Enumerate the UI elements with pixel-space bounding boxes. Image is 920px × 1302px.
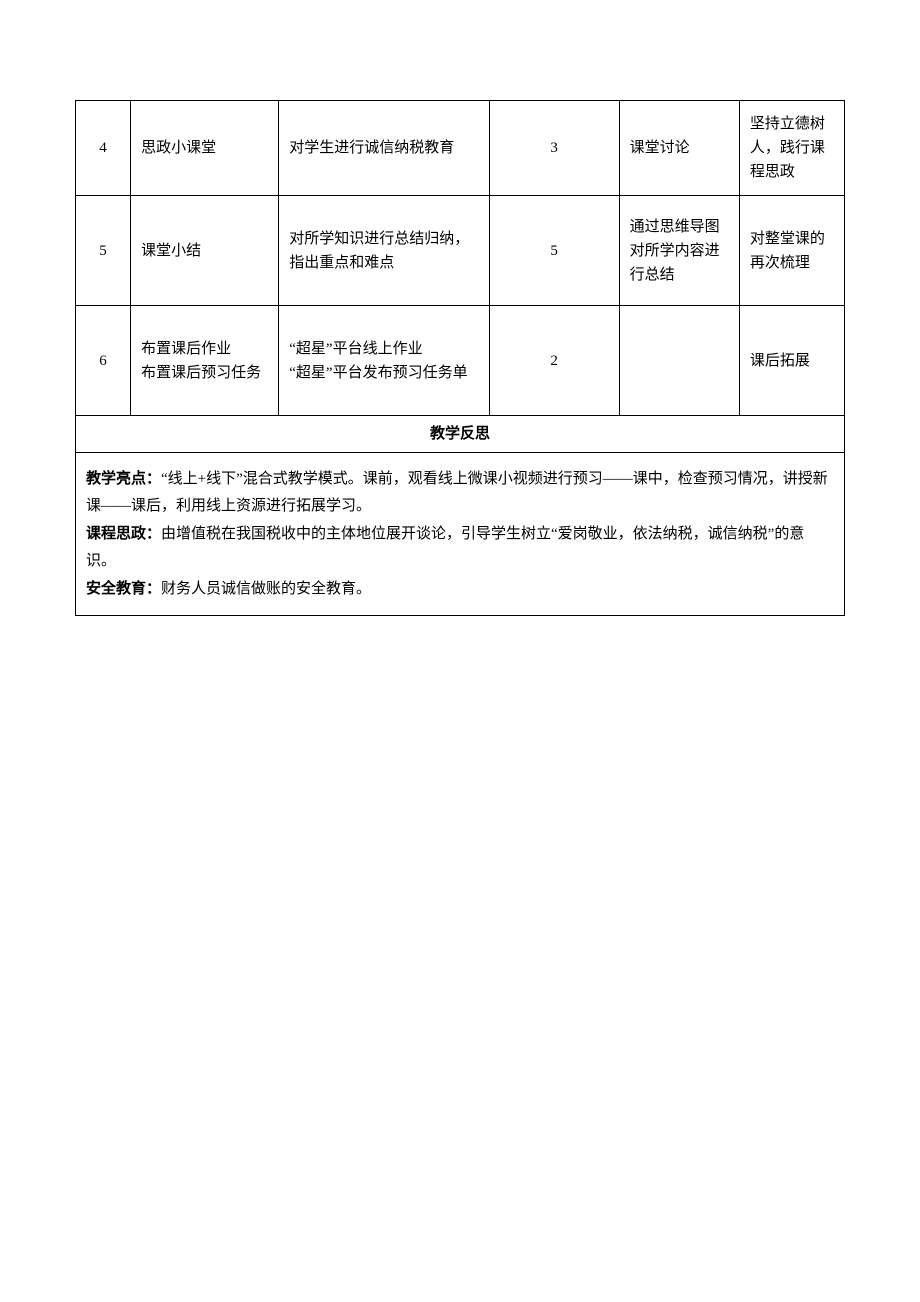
row-content: 对学生进行诚信纳税教育 — [279, 101, 489, 196]
safety-text: 财务人员诚信做账的安全教育。 — [161, 581, 371, 597]
row-number: 5 — [76, 196, 131, 306]
row-time: 5 — [489, 196, 619, 306]
table-row: 5 课堂小结 对所学知识进行总结归纳，指出重点和难点 5 通过思维导图对所学内容… — [76, 196, 845, 306]
row-number: 4 — [76, 101, 131, 196]
row-content: “超星”平台线上作业“超星”平台发布预习任务单 — [279, 306, 489, 416]
ideology-text: 由增值税在我国税收中的主体地位展开谈论，引导学生树立“爱岗敬业，依法纳税，诚信纳… — [86, 526, 804, 569]
reflection-highlight: 教学亮点：“线上+线下”混合式教学模式。课前，观看线上微课小视频进行预习——课中… — [86, 465, 834, 520]
row-method — [619, 306, 739, 416]
reflection-header: 教学反思 — [76, 416, 845, 453]
reflection-row: 教学亮点：“线上+线下”混合式教学模式。课前，观看线上微课小视频进行预习——课中… — [76, 453, 845, 616]
table-row: 6 布置课后作业布置课后预习任务 “超星”平台线上作业“超星”平台发布预习任务单… — [76, 306, 845, 416]
highlight-text: “线上+线下”混合式教学模式。课前，观看线上微课小视频进行预习——课中，检查预习… — [86, 471, 828, 514]
row-time: 2 — [489, 306, 619, 416]
teaching-plan-table: 4 思政小课堂 对学生进行诚信纳税教育 3 课堂讨论 坚持立德树人，践行课程思政… — [75, 100, 845, 616]
reflection-safety: 安全教育：财务人员诚信做账的安全教育。 — [86, 575, 834, 603]
row-content: 对所学知识进行总结归纳，指出重点和难点 — [279, 196, 489, 306]
safety-label: 安全教育： — [86, 580, 161, 597]
row-time: 3 — [489, 101, 619, 196]
row-method: 通过思维导图对所学内容进行总结 — [619, 196, 739, 306]
ideology-label: 课程思政： — [86, 525, 161, 542]
row-purpose: 坚持立德树人，践行课程思政 — [739, 101, 844, 196]
table-row: 4 思政小课堂 对学生进行诚信纳税教育 3 课堂讨论 坚持立德树人，践行课程思政 — [76, 101, 845, 196]
row-purpose: 课后拓展 — [739, 306, 844, 416]
highlight-label: 教学亮点： — [86, 470, 161, 487]
row-method: 课堂讨论 — [619, 101, 739, 196]
row-topic: 布置课后作业布置课后预习任务 — [131, 306, 279, 416]
row-topic: 课堂小结 — [131, 196, 279, 306]
row-number: 6 — [76, 306, 131, 416]
reflection-content: 教学亮点：“线上+线下”混合式教学模式。课前，观看线上微课小视频进行预习——课中… — [76, 453, 845, 616]
row-purpose: 对整堂课的再次梳理 — [739, 196, 844, 306]
reflection-ideology: 课程思政：由增值税在我国税收中的主体地位展开谈论，引导学生树立“爱岗敬业，依法纳… — [86, 520, 834, 575]
section-header-row: 教学反思 — [76, 416, 845, 453]
row-topic: 思政小课堂 — [131, 101, 279, 196]
